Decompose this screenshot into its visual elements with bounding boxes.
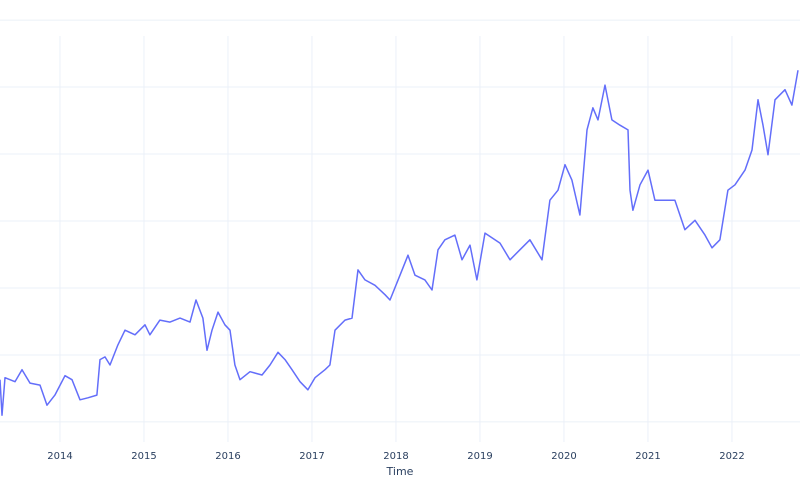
x-tick-label: 2022 — [719, 451, 744, 462]
x-tick-label: 2014 — [47, 451, 72, 462]
x-axis-label: Time — [386, 465, 414, 478]
x-tick-label: 2020 — [551, 451, 576, 462]
x-tick-label: 2021 — [635, 451, 660, 462]
x-tick-label: 2016 — [215, 451, 240, 462]
x-tick-label: 2018 — [383, 451, 408, 462]
x-tick-label: 2017 — [299, 451, 324, 462]
line — [0, 70, 799, 416]
x-tick-label: 2015 — [131, 451, 156, 462]
x-tick-label: 2019 — [467, 451, 492, 462]
